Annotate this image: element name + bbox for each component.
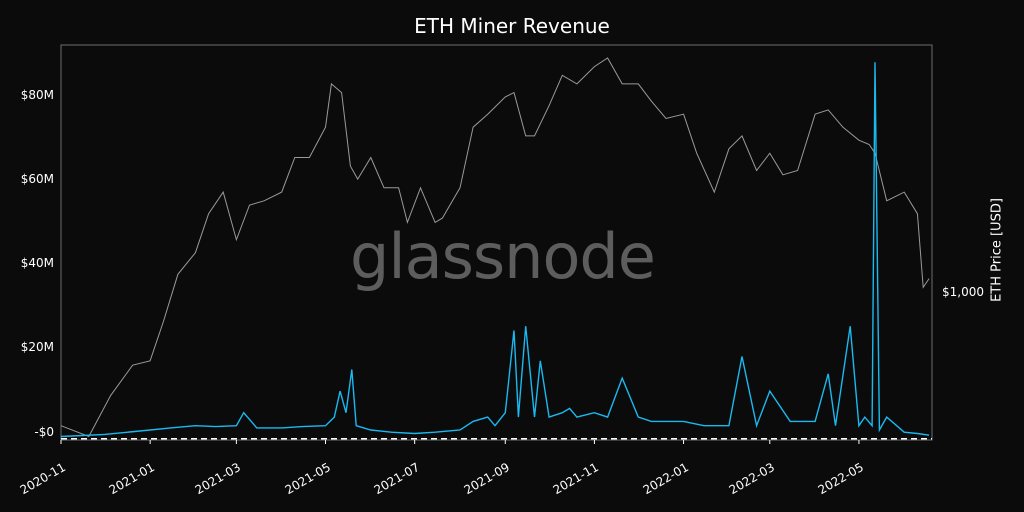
y-tick-80m: $80M [20, 88, 54, 102]
y-tick-0: -$0 [34, 425, 54, 439]
eth-price-line [60, 57, 930, 438]
miner-revenue-line [60, 62, 930, 438]
y-tick-40m: $40M [20, 256, 54, 270]
y-tick-60m: $60M [20, 172, 54, 186]
y-right-axis-label: ETH Price [USD] [989, 198, 1005, 302]
plot-frame [60, 44, 933, 441]
chart-title: ETH Miner Revenue [414, 14, 610, 38]
y-right-tick-1000: $1,000 [942, 285, 984, 299]
y-tick-20m: $20M [20, 340, 54, 354]
glassnode-watermark: glassnode [350, 220, 656, 293]
